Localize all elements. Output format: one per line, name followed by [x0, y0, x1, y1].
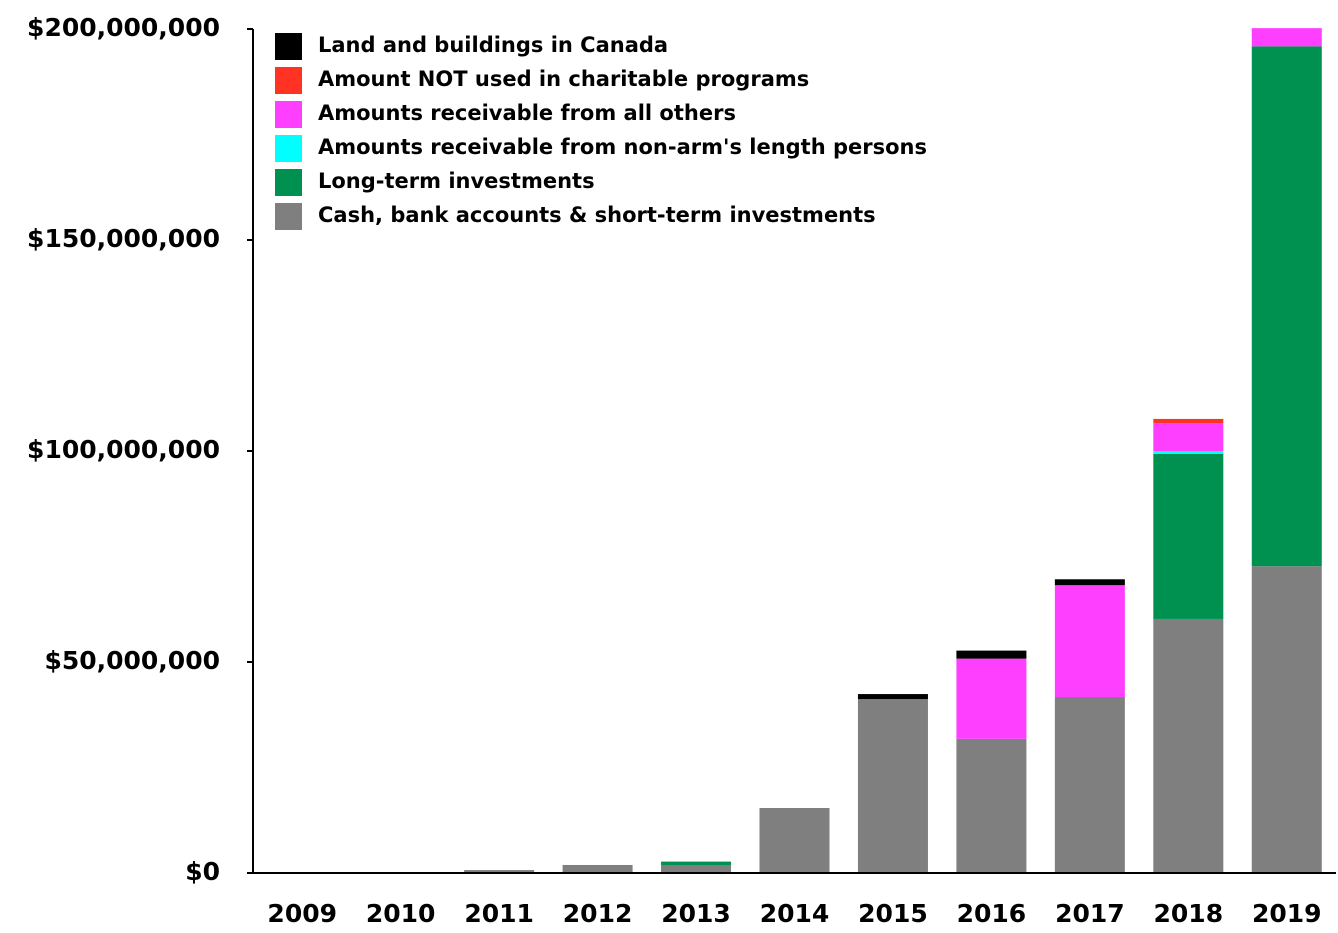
- legend-swatch: [275, 33, 302, 60]
- legend-swatch: [275, 101, 302, 128]
- y-tick-label: $0: [185, 857, 220, 886]
- x-tick-label: 2013: [661, 899, 731, 928]
- x-tick-label: 2017: [1055, 899, 1125, 928]
- bar-segment: [857, 699, 928, 873]
- bar-segment: [1251, 46, 1322, 567]
- bar-segment: [1153, 451, 1224, 454]
- x-tick-label: 2015: [858, 899, 928, 928]
- x-tick-label: 2010: [366, 899, 436, 928]
- legend-label: Long-term investments: [318, 169, 595, 193]
- bar-segment: [956, 650, 1027, 659]
- bar-segment: [1153, 418, 1224, 424]
- bar-segment: [1251, 566, 1322, 873]
- bar-segment: [1153, 618, 1224, 873]
- bar-segment: [956, 658, 1027, 739]
- y-tick-label: $200,000,000: [27, 13, 220, 42]
- bar-segment: [857, 694, 928, 700]
- legend-swatch: [275, 135, 302, 162]
- x-tick-label: 2018: [1154, 899, 1224, 928]
- legend-swatch: [275, 203, 302, 230]
- legend-swatch: [275, 67, 302, 94]
- legend-label: Cash, bank accounts & short-term investm…: [318, 203, 876, 227]
- bar-segment: [464, 870, 535, 873]
- legend-swatch: [275, 169, 302, 196]
- x-tick-label: 2016: [957, 899, 1027, 928]
- bar-segment: [661, 864, 732, 873]
- x-tick-label: 2009: [267, 899, 337, 928]
- y-tick-label: $100,000,000: [27, 435, 220, 464]
- legend-label: Amount NOT used in charitable programs: [318, 67, 809, 91]
- legend-label: Land and buildings in Canada: [318, 33, 668, 57]
- bar-segment: [759, 808, 830, 873]
- bar-segment: [1054, 585, 1125, 698]
- y-tick-label: $150,000,000: [27, 224, 220, 253]
- bar-segment: [1153, 453, 1224, 619]
- legend-label: Amounts receivable from non-arm's length…: [318, 135, 927, 159]
- x-tick-label: 2011: [464, 899, 534, 928]
- x-tick-label: 2012: [563, 899, 633, 928]
- bar-segment: [956, 738, 1027, 873]
- x-tick-label: 2014: [760, 899, 830, 928]
- y-tick-label: $50,000,000: [44, 646, 220, 675]
- bar-segment: [1054, 697, 1125, 873]
- x-tick-label: 2019: [1252, 899, 1322, 928]
- bar-segment: [1153, 423, 1224, 451]
- legend-label: Amounts receivable from all others: [318, 101, 736, 125]
- bar-segment: [1054, 579, 1125, 586]
- bar-segment: [661, 861, 732, 865]
- bar-segment: [562, 864, 633, 873]
- bar-segment: [1251, 28, 1322, 47]
